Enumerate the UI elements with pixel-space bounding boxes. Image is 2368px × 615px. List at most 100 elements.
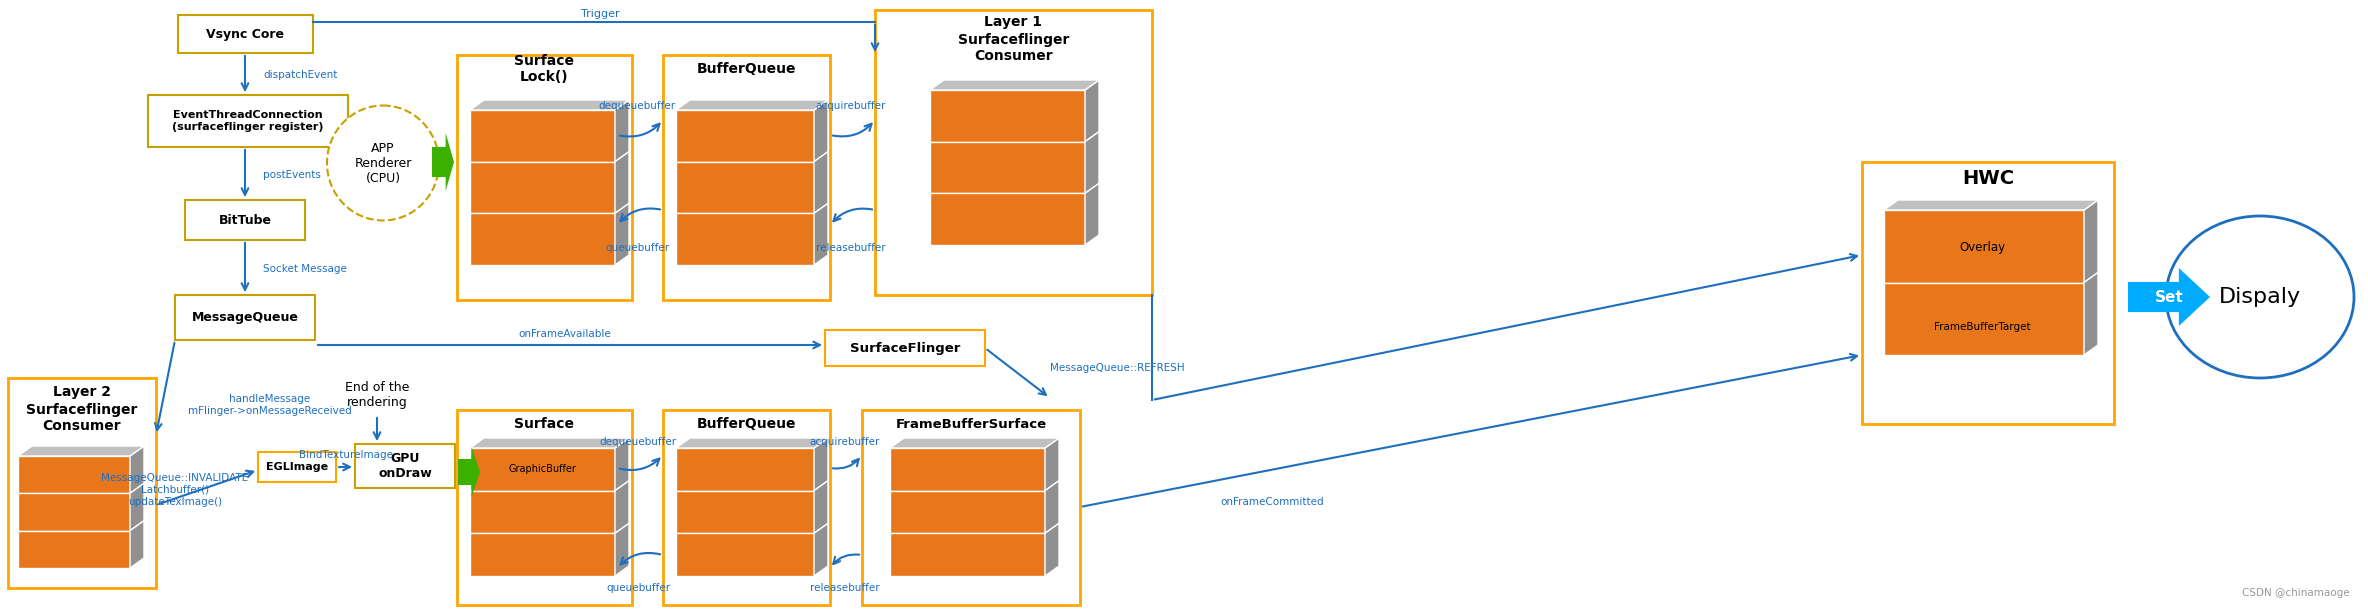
Text: SurfaceFlinger: SurfaceFlinger — [850, 341, 959, 354]
Bar — [185, 200, 305, 240]
Polygon shape — [457, 447, 481, 497]
Polygon shape — [2084, 272, 2098, 355]
Polygon shape — [1044, 438, 1058, 491]
Bar — [663, 410, 831, 605]
Text: Vsync Core: Vsync Core — [206, 28, 284, 41]
FancyArrowPatch shape — [620, 124, 661, 137]
Text: Surface
Lock(): Surface Lock() — [514, 54, 575, 84]
Text: dispatchEvent: dispatchEvent — [263, 70, 336, 80]
Polygon shape — [931, 141, 1085, 193]
Ellipse shape — [327, 106, 438, 221]
Text: BufferQueue: BufferQueue — [696, 417, 796, 431]
Ellipse shape — [2167, 216, 2354, 378]
Text: Surface: Surface — [514, 417, 575, 431]
FancyArrowPatch shape — [834, 208, 871, 221]
Polygon shape — [1085, 132, 1099, 193]
Polygon shape — [815, 523, 829, 576]
Polygon shape — [815, 152, 829, 213]
FancyArrowPatch shape — [834, 459, 860, 469]
Polygon shape — [616, 438, 630, 491]
Polygon shape — [1885, 200, 2098, 210]
Polygon shape — [469, 448, 616, 491]
Polygon shape — [469, 110, 616, 162]
Text: onFrameCommitted: onFrameCommitted — [1220, 497, 1324, 507]
Polygon shape — [675, 438, 829, 448]
Text: onFrameAvailable: onFrameAvailable — [519, 329, 611, 339]
Bar — [457, 55, 632, 300]
FancyArrowPatch shape — [620, 459, 658, 470]
Polygon shape — [431, 133, 455, 191]
Text: CSDN @chinamaoge: CSDN @chinamaoge — [2242, 588, 2349, 598]
Text: GPU
onDraw: GPU onDraw — [379, 452, 431, 480]
FancyArrowPatch shape — [1156, 254, 1857, 400]
Polygon shape — [19, 446, 144, 456]
Text: Overlay: Overlay — [1958, 240, 2006, 253]
Polygon shape — [1044, 523, 1058, 576]
Polygon shape — [469, 438, 630, 448]
Polygon shape — [130, 521, 144, 568]
Text: releasebuffer: releasebuffer — [817, 243, 886, 253]
Text: GraphicBuffer: GraphicBuffer — [509, 464, 575, 474]
Polygon shape — [675, 533, 815, 576]
Text: BindTextureImage: BindTextureImage — [298, 450, 393, 460]
Polygon shape — [1085, 183, 1099, 245]
Polygon shape — [616, 204, 630, 265]
Polygon shape — [890, 438, 1058, 448]
Polygon shape — [1044, 481, 1058, 533]
Polygon shape — [675, 162, 815, 213]
Text: queuebuffer: queuebuffer — [604, 243, 670, 253]
Polygon shape — [2084, 200, 2098, 282]
Polygon shape — [931, 80, 1099, 90]
Bar — [824, 330, 985, 366]
Polygon shape — [815, 438, 829, 491]
Text: handleMessage
mFlinger->onMessageReceived: handleMessage mFlinger->onMessageReceive… — [187, 394, 353, 416]
FancyArrowPatch shape — [242, 150, 249, 195]
Text: Surfaceflinger
Consumer: Surfaceflinger Consumer — [26, 403, 137, 433]
FancyArrowPatch shape — [242, 243, 249, 290]
FancyArrowPatch shape — [317, 342, 819, 348]
Text: Dispaly: Dispaly — [2219, 287, 2302, 307]
Polygon shape — [469, 100, 630, 110]
Bar — [258, 452, 336, 482]
Polygon shape — [2129, 268, 2209, 326]
FancyArrowPatch shape — [1082, 354, 1857, 507]
Polygon shape — [19, 493, 130, 531]
Text: MessageQueue::INVALIDATE
Latchbuffer()
updateTexImage(): MessageQueue::INVALIDATE Latchbuffer() u… — [102, 474, 249, 507]
Polygon shape — [469, 491, 616, 533]
FancyArrowPatch shape — [242, 56, 249, 90]
Polygon shape — [1885, 210, 2084, 282]
Text: MessageQueue::REFRESH: MessageQueue::REFRESH — [1049, 363, 1184, 373]
Polygon shape — [469, 533, 616, 576]
Bar — [663, 55, 831, 300]
Polygon shape — [931, 90, 1085, 141]
Bar — [457, 410, 632, 605]
Polygon shape — [675, 491, 815, 533]
Text: End of the
rendering: End of the rendering — [346, 381, 410, 409]
Text: releasebuffer: releasebuffer — [810, 583, 881, 593]
Text: APP
Renderer
(CPU): APP Renderer (CPU) — [355, 141, 412, 184]
Polygon shape — [616, 152, 630, 213]
FancyArrowPatch shape — [339, 464, 350, 470]
FancyArrowPatch shape — [620, 553, 661, 565]
Polygon shape — [675, 100, 829, 110]
Bar — [862, 410, 1080, 605]
Polygon shape — [19, 531, 130, 568]
Text: postEvents: postEvents — [263, 170, 322, 180]
Polygon shape — [19, 456, 130, 493]
Polygon shape — [616, 100, 630, 162]
Text: dequeuebuffer: dequeuebuffer — [599, 437, 677, 447]
Polygon shape — [675, 110, 815, 162]
Polygon shape — [890, 533, 1044, 576]
Polygon shape — [890, 491, 1044, 533]
Text: acquirebuffer: acquirebuffer — [817, 101, 886, 111]
Text: queuebuffer: queuebuffer — [606, 583, 670, 593]
Bar — [876, 10, 1151, 295]
Text: BitTube: BitTube — [218, 213, 272, 226]
Polygon shape — [469, 213, 616, 265]
Text: Socket Message: Socket Message — [263, 264, 346, 274]
FancyArrowPatch shape — [159, 470, 253, 504]
Text: FrameBufferSurface: FrameBufferSurface — [895, 418, 1047, 430]
Polygon shape — [1085, 80, 1099, 141]
Text: Surfaceflinger
Consumer: Surfaceflinger Consumer — [957, 33, 1070, 63]
Polygon shape — [815, 204, 829, 265]
